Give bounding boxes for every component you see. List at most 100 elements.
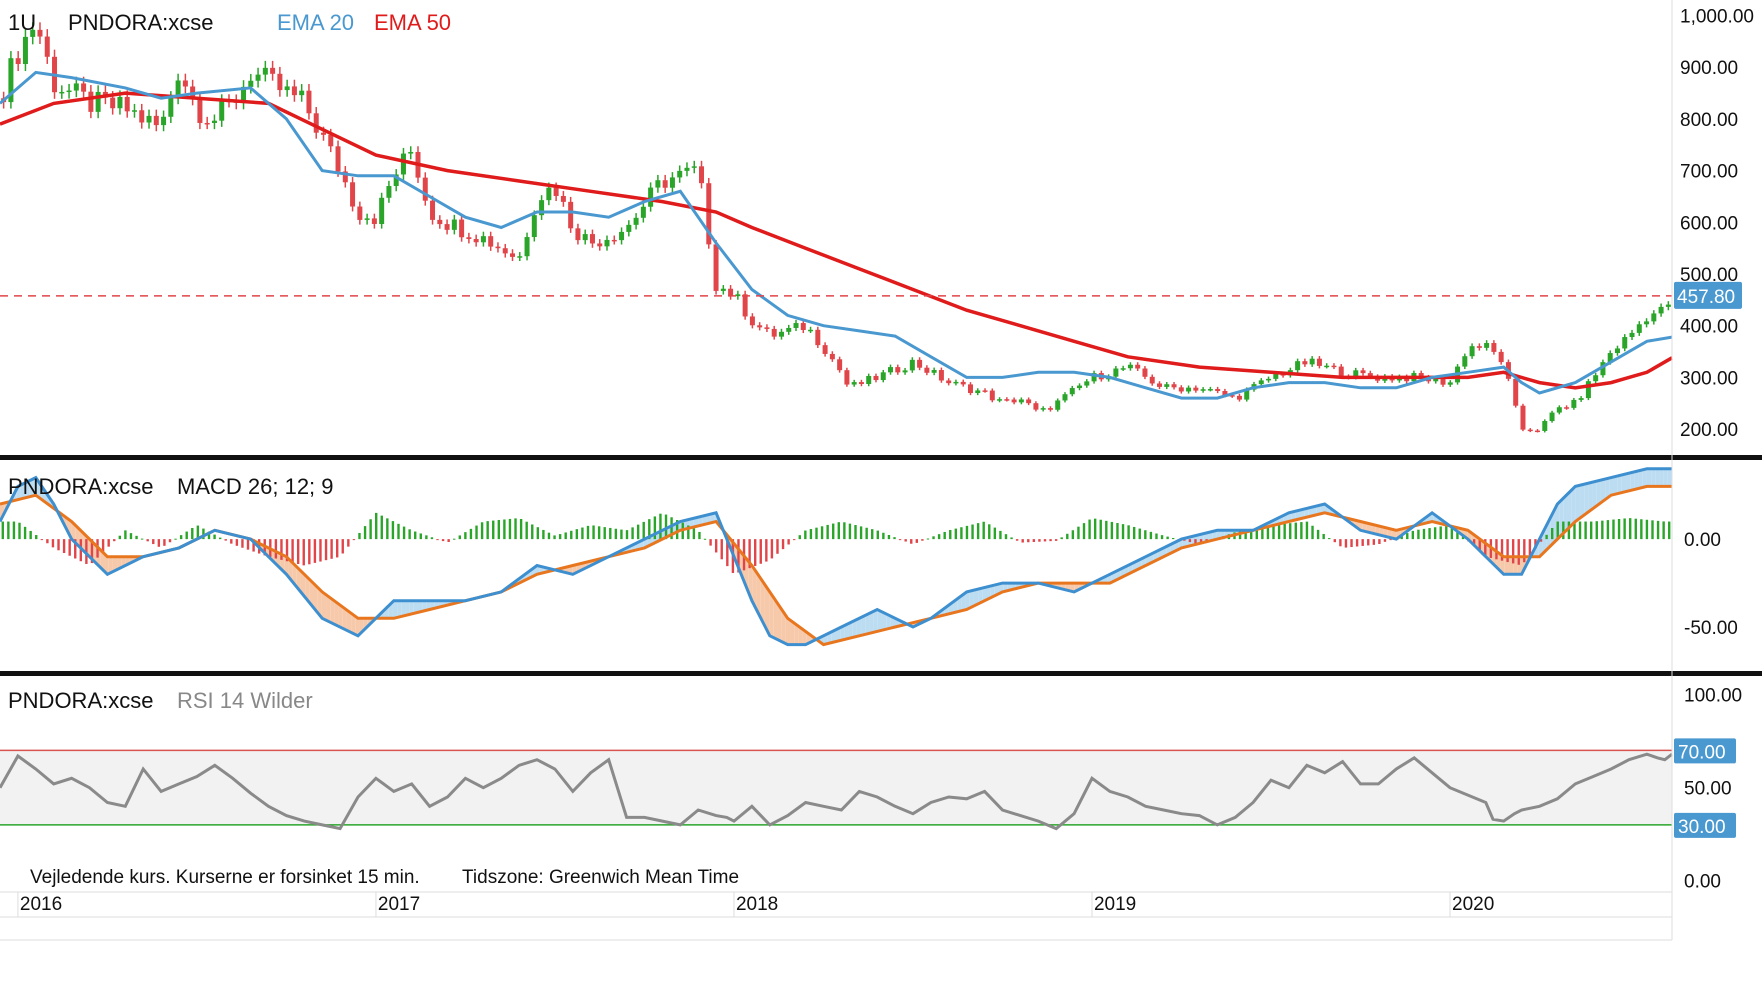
macd-panel-symbol: PNDORA:xcse [8,474,153,499]
candle-up [219,100,225,121]
candle-down [1338,366,1344,377]
candle-down [597,243,603,247]
candle-down [1156,383,1162,387]
candle-down [1527,429,1533,432]
macd-fill-segment [978,588,983,604]
macd-histogram-bar-positive [809,529,813,540]
candle-down [1047,408,1053,410]
macd-fill-segment [33,478,38,497]
macd-histogram-bar-positive [1562,521,1565,540]
candle-up [902,370,908,373]
macd-fill-segment [982,587,987,602]
candle-up [1324,365,1330,368]
candle-up [1266,378,1272,381]
macd-histogram-bar-negative [280,539,283,560]
candle-down [342,171,348,183]
macd-fill-segment [836,627,841,642]
candle-down [1498,351,1504,363]
panel-separator-price-macd [0,455,1762,460]
candle-up [866,375,872,385]
macd-histogram-bar-positive [7,521,10,540]
candle-down [139,110,145,123]
macd-fill-segment [405,600,410,616]
macd-fill-segment [104,553,109,574]
macd-histogram-bar-positive [475,525,478,540]
candle-down [815,329,821,346]
candle-up [619,231,625,241]
candle-up [1084,381,1090,386]
candle-down [1564,407,1570,409]
candle-up [1636,324,1642,333]
macd-histogram-bar-positive [1406,533,1409,540]
macd-histogram-bar-negative [296,539,300,564]
macd-histogram-bar-negative [1333,539,1337,543]
macd-histogram-bar-positive [1160,535,1164,540]
macd-fill-segment [1651,468,1656,487]
macd-histogram-bar-positive [943,531,946,540]
candle-down [291,86,297,96]
macd-histogram-bar-positive [469,528,473,540]
candle-up [524,237,530,257]
macd-fill-segment [1580,484,1585,519]
macd-fill-segment [790,619,795,645]
macd-histogram-bar-positive [174,538,177,540]
candle-up [604,239,610,247]
macd-histogram-bar-negative [168,539,172,543]
candle-up [517,256,523,258]
macd-fill-segment [392,600,398,619]
macd-histogram-bar-negative [447,539,450,542]
macd-histogram-bar-positive [1450,526,1454,540]
candle-up [393,174,399,187]
y-axis-gutter [1672,0,1762,990]
candle-down [575,228,581,241]
macd-fill-segment [355,616,360,635]
macd-histogram-bar-positive [185,531,188,540]
candle-down [153,115,159,126]
macd-fill-segment [1366,523,1372,533]
macd-histogram-bar-negative [753,539,757,566]
macd-histogram-bar-negative [1194,539,1197,544]
candle-up [735,294,741,297]
macd-fill-segment [1571,486,1576,526]
macd-histogram-bar-negative [1032,539,1036,542]
candle-up [1585,381,1591,399]
candle-down [182,80,188,87]
macd-histogram-bar-positive [1250,528,1253,540]
macd-histogram-bar-positive [196,525,200,540]
macd-histogram-bar-positive [391,521,395,540]
macd-histogram-bar-positive [1144,530,1147,540]
timezone-note: Tidszone: Greenwich Mean Time [462,867,739,888]
rsi-upper-badge [1674,738,1736,764]
candle-down [1149,376,1155,384]
macd-histogram-bar-negative [274,539,278,559]
price-y-tick-label: 400.00 [1680,317,1738,338]
macd-histogram-bar-positive [614,528,618,540]
macd-histogram-bar-negative [441,539,445,542]
macd-histogram-bar-negative [40,539,43,541]
candle-up [655,180,661,188]
macd-fill-segment [1642,468,1647,488]
macd-histogram-bar-positive [804,530,807,540]
macd-histogram-bar-negative [1027,539,1030,543]
candle-up [851,382,857,385]
macd-histogram-bar-positive [926,538,930,540]
macd-fill-segment [1634,470,1639,490]
candle-down [488,236,494,247]
macd-fill-segment [342,607,347,631]
candle-up [1258,380,1264,385]
price-y-tick-label: 1,000.00 [1680,7,1754,28]
candle-up [1200,389,1206,391]
candle-down [502,248,508,254]
candle-up [975,390,981,394]
macd-histogram-bar-positive [1272,524,1275,540]
macd-histogram-bar-negative [1188,539,1192,543]
macd-histogram-bar-positive [653,516,657,540]
macd-fill-segment [25,480,30,498]
price-y-tick-label: 500.00 [1680,265,1738,286]
macd-fill-segment [798,626,803,645]
candle-up [888,367,894,373]
period-label[interactable]: 1U [8,10,36,35]
x-axis-year-label: 2018 [736,894,778,915]
macd-histogram-bar-positive [798,535,801,540]
